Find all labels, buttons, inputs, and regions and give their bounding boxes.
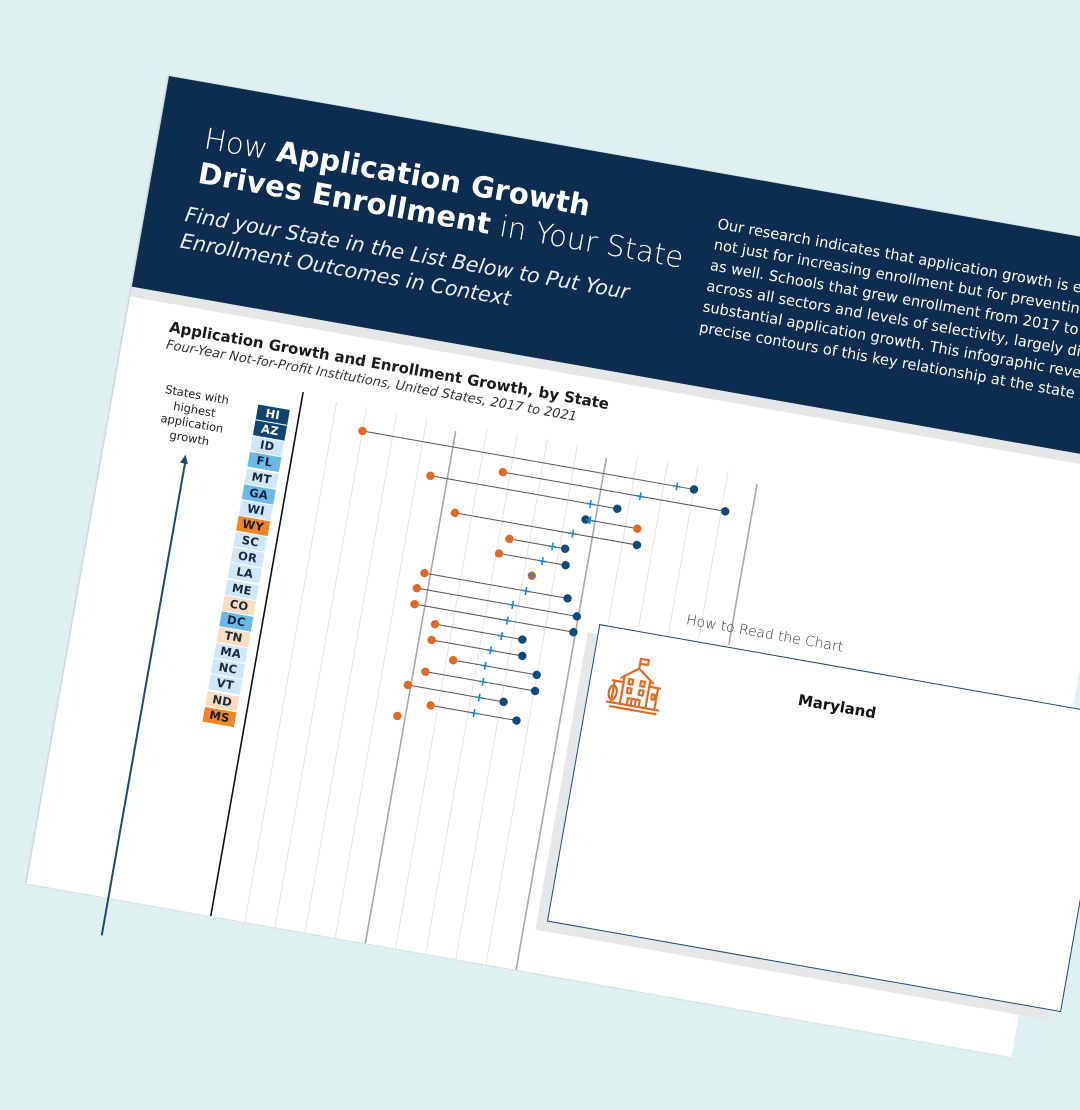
dumbbell-connector (585, 519, 638, 530)
navy-dot (581, 515, 590, 524)
gridline (425, 433, 518, 954)
plus-marker-icon (672, 482, 681, 491)
plus-marker-icon (538, 557, 547, 566)
gridline (698, 471, 729, 640)
gridline (334, 417, 428, 939)
orange-dot (403, 680, 413, 690)
orange-dot (420, 568, 429, 578)
navy-dot (569, 627, 578, 637)
school-building-icon (605, 657, 662, 716)
plus-marker-icon (478, 677, 488, 686)
navy-dot (689, 485, 699, 494)
plus-marker-icon (527, 571, 536, 580)
plus-marker-icon (508, 600, 517, 610)
gridline (667, 465, 699, 635)
gridline (727, 484, 758, 645)
dumbbell-connector (434, 623, 523, 641)
orange-dot (421, 667, 430, 676)
dumbbell-connector (498, 552, 566, 566)
navy-dot (518, 635, 527, 644)
navy-dot (532, 670, 541, 680)
orange-dot (358, 426, 367, 436)
plus-marker-icon (486, 646, 495, 655)
orange-dot (410, 599, 419, 609)
navy-dot (561, 561, 570, 570)
dumbbell-connector (502, 471, 726, 512)
orange-dot (498, 467, 508, 477)
gridline (607, 455, 639, 624)
orange-dot (450, 508, 460, 518)
plus-marker-icon (475, 693, 484, 702)
orange-dot (430, 619, 440, 629)
plus-marker-icon (469, 708, 479, 718)
plus-marker-icon (636, 492, 645, 501)
navy-dot (632, 540, 642, 550)
navy-dot (613, 504, 622, 513)
plus-marker-icon (503, 616, 512, 625)
dumbbell-connector (509, 538, 566, 550)
plus-marker-icon (585, 516, 595, 525)
navy-dot (721, 507, 730, 516)
infographic-page: How Application Growth Drives Enrollment… (26, 76, 1080, 1058)
plus-marker-icon (548, 542, 557, 551)
orange-dot (494, 549, 504, 558)
navy-dot (530, 686, 540, 696)
dumbbell-connector (453, 659, 537, 676)
navy-dot (560, 544, 570, 553)
orange-dot (505, 534, 514, 544)
plus-marker-icon (568, 529, 577, 538)
dumbbell-chart (209, 391, 758, 970)
gridline (637, 460, 669, 629)
gridline (304, 412, 398, 933)
dumbbell-connector (414, 603, 574, 633)
dumbbell-connector (416, 587, 577, 617)
dumbbell-connector (424, 572, 568, 599)
orange-dot (393, 711, 402, 721)
navy-dot (572, 612, 582, 621)
dumbbell-connector (407, 684, 504, 703)
orange-dot (449, 655, 458, 665)
navy-dot (512, 716, 521, 725)
orange-dot (427, 635, 436, 645)
navy-dot (499, 697, 508, 707)
gridline (274, 407, 368, 928)
navy-dot (518, 651, 527, 661)
orange-dot (426, 471, 435, 480)
how-to-read-box: Maryland (546, 624, 1080, 1013)
orange-dot (426, 701, 435, 710)
dumbbell-connector (430, 475, 618, 510)
example-state-name: Maryland (796, 690, 878, 723)
dumbbell-connector (362, 430, 695, 490)
plus-marker-icon (497, 631, 506, 640)
dumbbell-connector (431, 639, 523, 657)
plus-marker-icon (586, 499, 595, 509)
dumbbell-connector (454, 512, 638, 546)
orange-dot (412, 583, 422, 593)
navy-dot (563, 594, 572, 603)
plus-marker-icon (521, 586, 531, 596)
plus-marker-icon (481, 661, 490, 670)
orange-dot (633, 524, 642, 533)
